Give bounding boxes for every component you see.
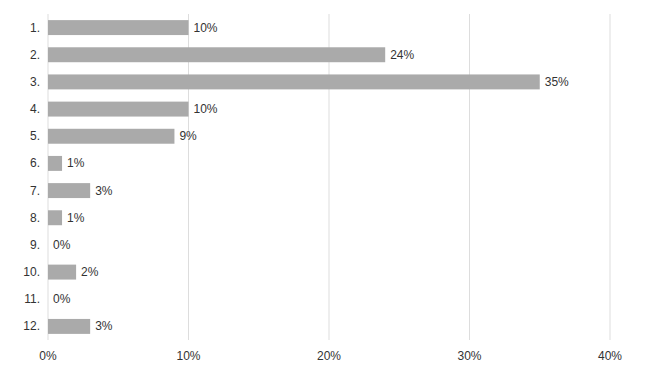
data-label: 1% [67,156,85,170]
data-label: 2% [81,265,99,279]
y-tick-label: 12. [23,319,40,333]
bar [48,74,540,89]
y-tick-label: 10. [23,265,40,279]
data-label: 0% [53,238,71,252]
bar [48,210,62,225]
data-label: 10% [194,102,218,116]
data-label: 0% [53,292,71,306]
data-label: 1% [67,211,85,225]
y-tick-label: 9. [30,238,40,252]
x-axis: 0% 10% 20% 30% 40% [39,349,622,363]
bar [48,47,385,62]
chart: 0% 10% 20% 30% 40% 1. 2. 3. 4. 5. 6. 7. 8. 9. 10. 11. 12… [0,0,660,374]
grid-line [610,14,611,340]
data-labels: 10% 24% 35% 10% 9% 1% 3% 1% 0% 2% 0% 3% [53,21,569,334]
data-label: 9% [179,129,197,143]
y-tick-label: 1. [30,21,40,35]
bar [48,265,76,280]
grid-line [469,14,470,340]
grid [48,14,610,340]
data-label: 35% [545,75,569,89]
y-tick-label: 6. [30,156,40,170]
x-tick-label: 20% [317,349,341,363]
bar [48,156,62,171]
data-label: 10% [194,21,218,35]
bar [48,292,49,307]
x-tick-label: 40% [598,349,622,363]
bar [48,102,189,117]
grid-line [329,14,330,340]
bar [48,237,49,252]
data-label: 3% [95,319,113,333]
y-tick-label: 4. [30,102,40,116]
grid-line [188,14,189,340]
bar [48,183,90,198]
grid-line [48,14,49,340]
y-tick-label: 3. [30,75,40,89]
x-tick-label: 30% [457,349,481,363]
chart-container: 0% 10% 20% 30% 40% 1. 2. 3. 4. 5. 6. 7. 8. 9. 10. 11. 12… [0,0,660,374]
y-tick-label: 2. [30,48,40,62]
y-tick-label: 11. [24,292,40,306]
y-axis: 1. 2. 3. 4. 5. 6. 7. 8. 9. 10. 11. 12. [23,21,40,334]
bars [48,20,540,334]
y-tick-label: 5. [30,129,40,143]
data-label: 3% [95,184,113,198]
bar [48,20,189,35]
bar [48,319,90,334]
y-tick-label: 7. [30,184,40,198]
x-tick-label: 0% [39,349,57,363]
data-label: 24% [390,48,414,62]
x-tick-label: 10% [176,349,200,363]
bar [48,129,174,144]
y-tick-label: 8. [30,211,40,225]
